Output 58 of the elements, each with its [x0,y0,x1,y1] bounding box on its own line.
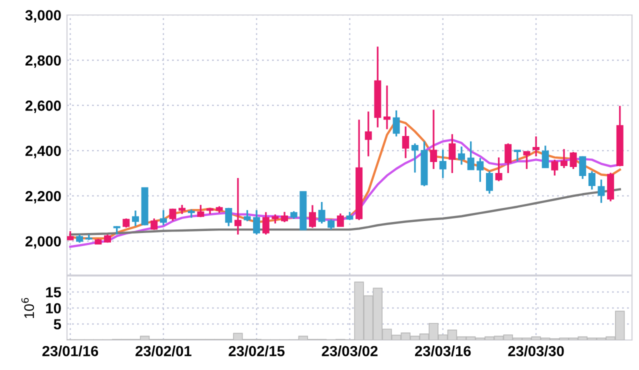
y-tick-label: 2,800 [25,55,61,68]
candlestick [402,126,410,159]
candlestick [411,142,418,174]
candlestick [150,218,158,231]
candlestick [560,148,568,169]
candlestick [504,142,512,174]
candlestick [579,155,586,180]
y-tick-label: 2,400 [25,146,61,158]
candlestick [318,201,326,224]
candlestick [262,211,270,236]
y-tick-label: 15 [46,287,62,298]
x-tick-label: 23/03/02 [322,346,378,356]
candlestick [392,110,400,138]
y-axis-title: 10$^{6}$ [21,298,34,318]
y-tick-label: 2,200 [25,190,61,204]
candlestick [122,218,130,228]
candlestick [430,108,438,170]
candlestick [244,209,251,222]
candlestick [551,158,558,176]
y-tick-label: 10 [46,303,61,314]
candlestick [364,110,372,158]
candlestick [588,170,596,190]
candlestick [328,218,335,230]
candlestick [336,212,344,227]
candlestick [197,204,204,218]
candlestick [448,133,456,174]
candlestick [532,136,540,158]
candlestick [495,156,502,182]
candlestick [542,144,549,168]
y-tick-label: 5 [54,319,62,330]
x-tick-label: 23/03/30 [508,346,564,356]
candlestick [570,151,577,170]
y-tick-label: 3,000 [25,10,61,23]
candlestick [384,84,390,130]
candlestick [598,178,605,204]
candlestick [178,204,186,215]
candlestick [132,210,139,227]
y-tick-label: 2,000 [25,236,61,249]
candlestick [225,207,232,227]
candlestick [308,204,316,229]
candlestick [272,214,279,224]
candlestick [234,177,242,236]
y-tick-label: 2,600 [25,100,61,113]
x-tick-label: 23/03/16 [415,346,471,356]
x-tick-label: 23/02/15 [228,346,285,356]
x-tick-label: 23/01/16 [42,346,98,356]
candlestick [160,209,167,226]
candlestick [514,150,521,162]
candlestick [439,148,446,179]
candlestick [467,140,474,170]
candlestick [458,146,466,166]
candlestick [523,150,530,170]
candlestick [281,211,288,223]
candlestick [169,208,176,222]
candlestick [476,157,484,183]
x-tick-label: 23/02/01 [136,346,192,356]
candlestick [253,209,260,236]
candlestick [486,170,493,194]
